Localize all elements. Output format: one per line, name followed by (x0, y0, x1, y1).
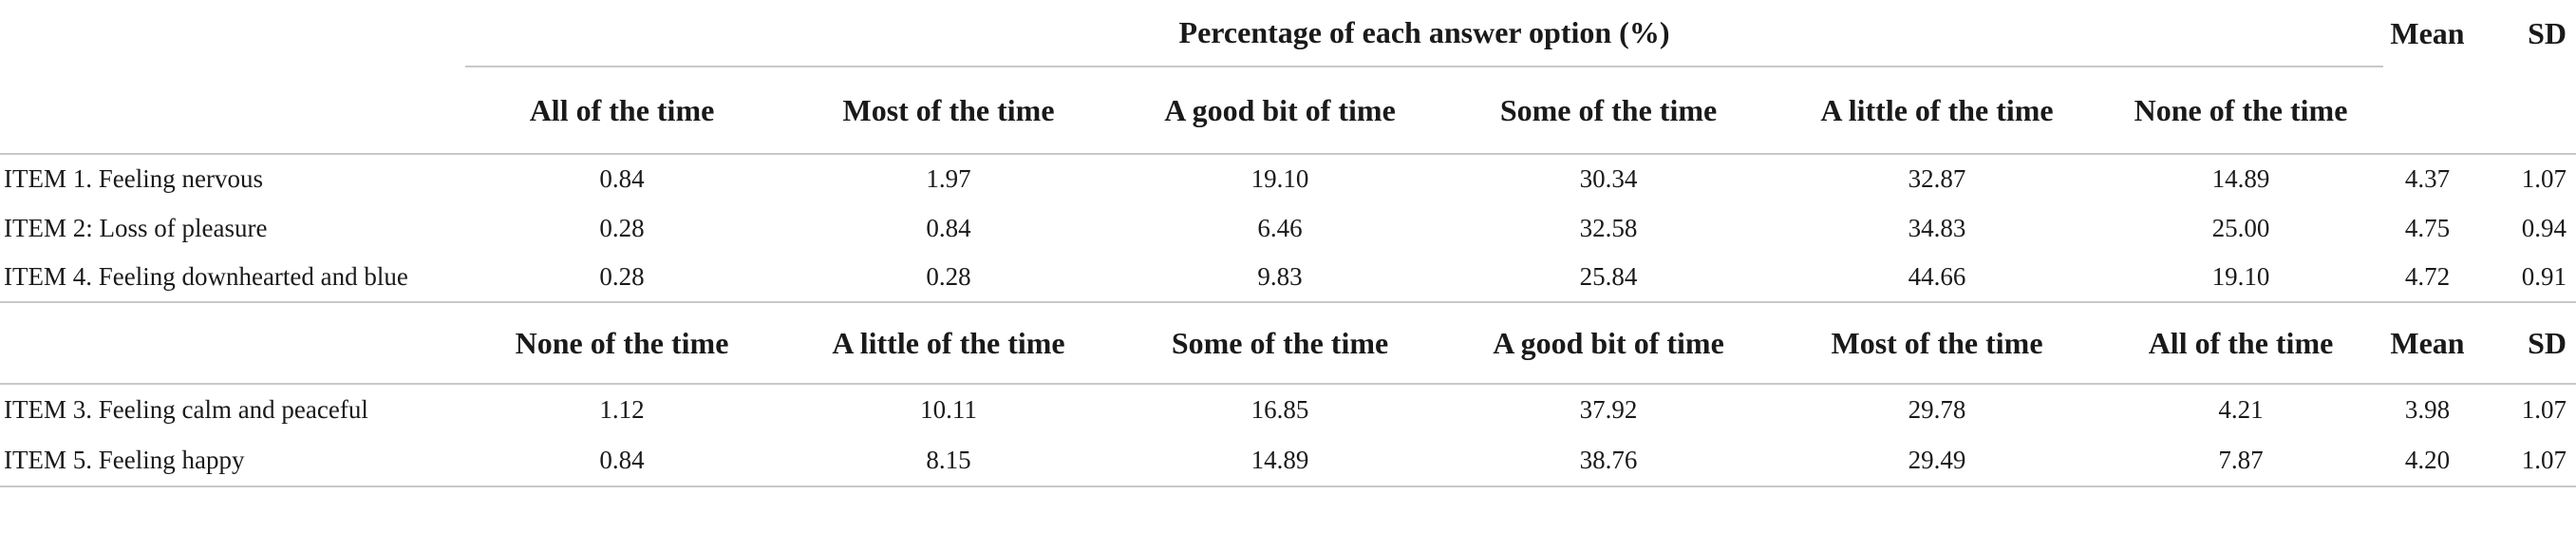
value-cell: 0.84 (465, 435, 779, 487)
value-cell: 0.84 (599, 164, 645, 193)
mean-cell: 4.20 (2383, 435, 2472, 487)
stub-header (0, 302, 465, 385)
mean-cell: 4.72 (2383, 253, 2472, 303)
value-cell: 0.28 (465, 253, 779, 303)
mean-cell: 4.37 (2404, 164, 2451, 193)
option-header: Most of the time (779, 67, 1119, 155)
item-label: ITEM 2: Loss of pleasure (4, 213, 268, 242)
value-cell: 25.84 (1441, 253, 1776, 303)
value-cell: 7.87 (2098, 435, 2383, 487)
sd-cell: 0.91 (2472, 253, 2576, 303)
sd-spacer (2472, 67, 2576, 155)
option-header: A little of the time (779, 302, 1119, 385)
survey-results-table: Percentage of each answer option (%) Mea… (0, 0, 2576, 487)
option-header: All of the time (2098, 302, 2383, 385)
option-header: None of the time (2098, 67, 2383, 155)
sd-cell: 0.94 (2521, 213, 2567, 242)
header-row-options-b: None of the time A little of the time So… (0, 302, 2576, 385)
table-row: ITEM 4. Feeling downhearted and blue 0.2… (0, 253, 2576, 303)
value-cell: 44.66 (1776, 253, 2098, 303)
option-header: Some of the time (1441, 67, 1776, 155)
mean-cell: 3.98 (2404, 395, 2451, 424)
value-cell: 16.85 (1250, 395, 1309, 424)
item-label: ITEM 5. Feeling happy (0, 435, 465, 487)
value-cell: 32.87 (1908, 164, 1966, 193)
stub-header (0, 0, 465, 67)
value-cell: 8.15 (779, 435, 1119, 487)
value-cell: 25.00 (2211, 213, 2270, 242)
value-cell: 4.21 (2218, 395, 2264, 424)
item-label: ITEM 3. Feeling calm and peaceful (4, 395, 368, 424)
option-header: A good bit of time (1441, 302, 1776, 385)
sd-cell: 1.07 (2521, 164, 2567, 193)
stub-header (0, 67, 465, 155)
value-cell: 9.83 (1119, 253, 1441, 303)
item-label: ITEM 4. Feeling downhearted and blue (0, 253, 465, 303)
value-cell: 19.10 (1250, 164, 1309, 193)
mean-cell: 4.75 (2404, 213, 2451, 242)
header-row-group: Percentage of each answer option (%) Mea… (0, 0, 2576, 67)
value-cell: 34.83 (1908, 213, 1966, 242)
mean-header: Mean (2390, 15, 2465, 50)
option-header: All of the time (465, 67, 779, 155)
option-header: Most of the time (1776, 302, 2098, 385)
value-cell: 1.97 (926, 164, 971, 193)
value-cell: 30.34 (1579, 164, 1638, 193)
table-row: ITEM 1. Feeling nervous 0.84 1.97 19.10 … (0, 154, 2576, 203)
mean-spacer (2383, 67, 2472, 155)
mean-header: Mean (2383, 302, 2472, 385)
value-cell: 0.28 (779, 253, 1119, 303)
header-row-options-a: All of the time Most of the time A good … (0, 67, 2576, 155)
value-cell: 29.49 (1776, 435, 2098, 487)
option-header: Some of the time (1119, 302, 1441, 385)
value-cell: 32.58 (1579, 213, 1638, 242)
value-cell: 29.78 (1908, 395, 1966, 424)
option-header: A good bit of time (1119, 67, 1441, 155)
value-cell: 19.10 (2098, 253, 2383, 303)
value-cell: 38.76 (1441, 435, 1776, 487)
value-cell: 14.89 (1119, 435, 1441, 487)
sd-cell: 1.07 (2472, 435, 2576, 487)
table-row: ITEM 2: Loss of pleasure 0.28 0.84 6.46 … (0, 203, 2576, 253)
value-cell: 6.46 (1257, 213, 1303, 242)
option-header: A little of the time (1776, 67, 2098, 155)
table-row: ITEM 5. Feeling happy 0.84 8.15 14.89 38… (0, 435, 2576, 487)
table-row: ITEM 3. Feeling calm and peaceful 1.12 1… (0, 384, 2576, 435)
sd-header: SD (2472, 302, 2576, 385)
value-cell: 0.84 (926, 213, 971, 242)
value-cell: 0.28 (599, 213, 645, 242)
item-label: ITEM 1. Feeling nervous (4, 164, 263, 193)
value-cell: 37.92 (1579, 395, 1638, 424)
value-cell: 10.11 (920, 395, 977, 424)
option-header: None of the time (465, 302, 779, 385)
sd-cell: 1.07 (2521, 395, 2567, 424)
value-cell: 14.89 (2211, 164, 2270, 193)
sd-header: SD (2528, 15, 2567, 50)
value-cell: 1.12 (599, 395, 645, 424)
group-title: Percentage of each answer option (%) (465, 0, 2383, 67)
